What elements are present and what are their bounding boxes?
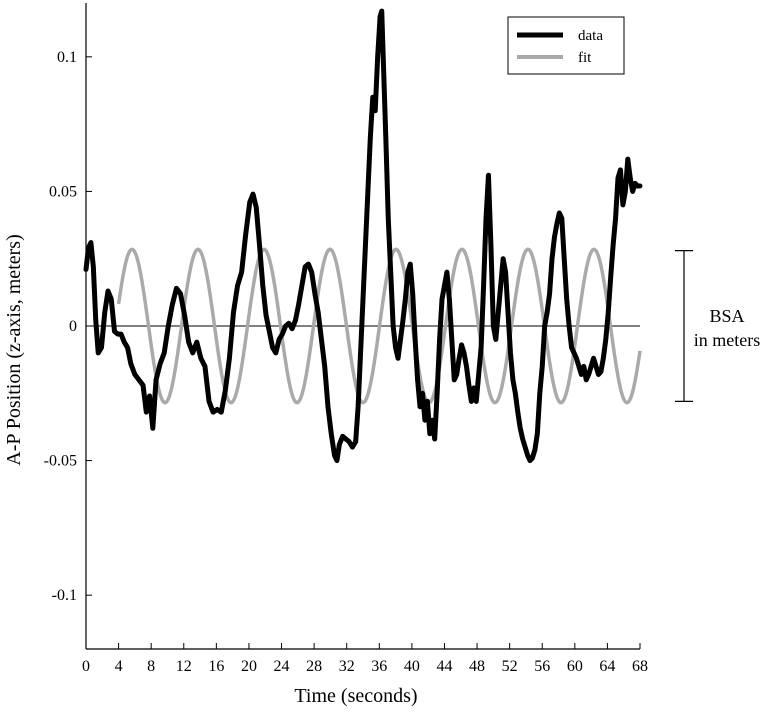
series-group: [83, 8, 643, 464]
x-tick-label: 52: [502, 658, 518, 675]
series-data-line: [83, 8, 643, 464]
x-tick-label: 40: [404, 658, 420, 675]
x-tick-label: 32: [339, 658, 355, 675]
legend: data fit: [507, 16, 625, 75]
y-tick-label: 0.05: [49, 183, 77, 200]
x-tick-label: 8: [147, 658, 155, 675]
x-tick-label: 44: [436, 658, 452, 675]
x-tick-label: 56: [534, 658, 550, 675]
legend-box: [507, 16, 625, 75]
y-tick-label: 0: [69, 318, 77, 335]
x-tick-label: 60: [567, 658, 583, 675]
legend-label-data: data: [578, 28, 603, 44]
x-tick-label: 64: [599, 658, 615, 675]
y-tick-label: 0.1: [57, 49, 77, 66]
y-axis-title: A-P Position (z-axis, meters): [3, 234, 25, 465]
x-tick-label: 68: [632, 658, 648, 675]
y-tick-label: -0.1: [52, 587, 77, 604]
x-tick-label: 12: [176, 658, 192, 675]
x-tick-label: 48: [469, 658, 485, 675]
legend-label-fit: fit: [578, 50, 592, 66]
x-tick-label: 20: [241, 658, 257, 675]
x-tick-label: 24: [274, 658, 290, 675]
x-tick-label: 4: [115, 658, 123, 675]
bsa-annotation: BSA in meters: [675, 250, 760, 402]
bsa-label-line2: in meters: [694, 330, 760, 350]
x-tick-label: 0: [82, 658, 90, 675]
x-tick-label: 36: [371, 658, 387, 675]
y-tick-label: -0.05: [44, 453, 77, 470]
series-fit-line: [116, 247, 642, 405]
bsa-label-line1: BSA: [709, 306, 744, 326]
x-tick-label: 28: [306, 658, 322, 675]
x-tick-label: 16: [208, 658, 224, 675]
x-axis-title: Time (seconds): [294, 685, 417, 707]
